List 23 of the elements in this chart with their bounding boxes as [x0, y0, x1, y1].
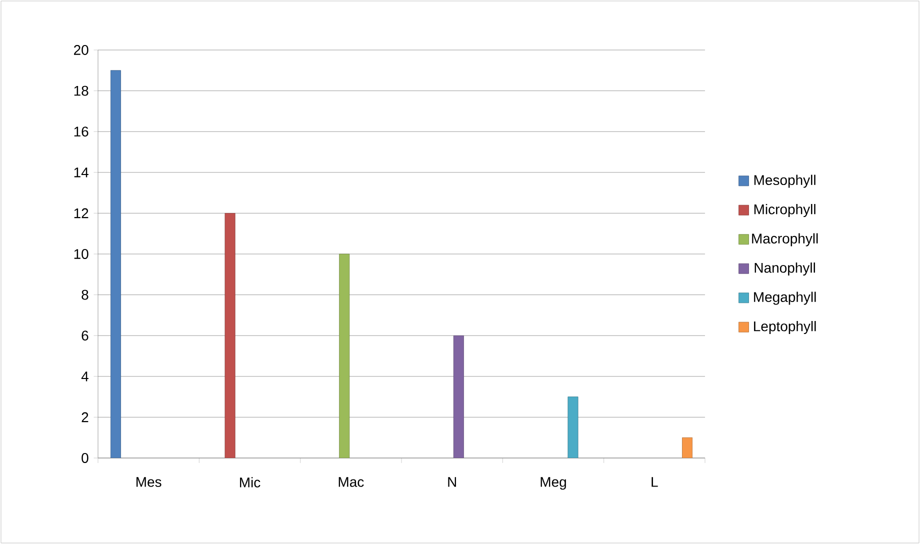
legend-label: Leptophyll: [754, 320, 816, 334]
legend-label: Megaphyll: [754, 292, 816, 305]
y-tick-label: 0: [82, 453, 88, 463]
x-tick-label: Mac: [338, 477, 364, 487]
y-tick-label: 14: [74, 168, 88, 178]
y-tick-label: 8: [82, 290, 88, 300]
y-tick-label: 4: [81, 372, 88, 382]
y-tick-label: 2: [82, 412, 88, 422]
x-tick-label: Meg: [540, 477, 566, 490]
legend-label: Mesophyll: [754, 174, 816, 188]
legend-label: Microphyll: [754, 204, 816, 218]
y-tick-label: 12: [74, 208, 88, 218]
x-tick-label: N: [448, 477, 456, 487]
x-tick-label: Mes: [136, 477, 162, 487]
y-tick-label: 20: [74, 45, 88, 55]
legend-label: Macrophyll: [752, 233, 818, 246]
y-tick-label: 10: [74, 249, 88, 259]
y-tick-label: 6: [82, 330, 88, 341]
legend-label: Nanophyll: [754, 262, 815, 276]
x-tick-label: L: [652, 477, 658, 487]
y-tick-label: 16: [74, 126, 88, 137]
y-tick-label: 18: [74, 86, 88, 96]
x-tick-label: Mic: [240, 477, 260, 488]
